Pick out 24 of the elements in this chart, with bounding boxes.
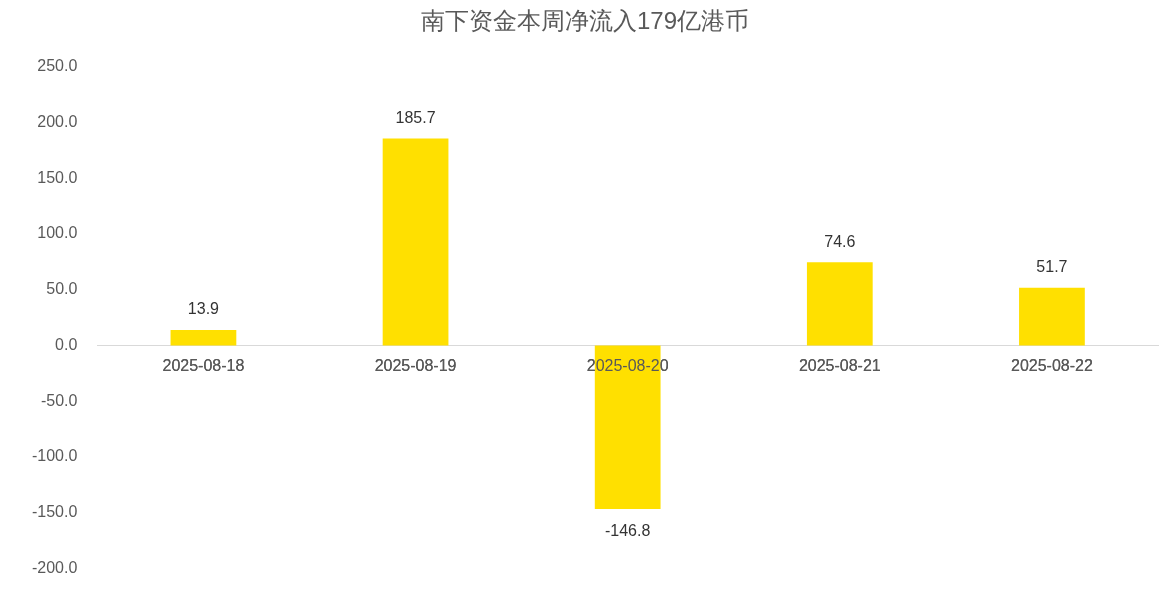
data-label: 185.7 — [395, 108, 436, 126]
data-label: 13.9 — [187, 300, 220, 318]
bar — [170, 329, 237, 346]
y-tick-label: 0.0 — [55, 335, 78, 353]
data-label: 74.6 — [824, 232, 856, 250]
bar — [382, 138, 449, 346]
y-tick-label: 150.0 — [37, 168, 78, 186]
data-label: -146.8 — [605, 521, 651, 539]
y-tick-label: 50.0 — [46, 280, 78, 298]
x-tick-label: 2025-08-21 — [798, 357, 881, 375]
y-tick-label: -150.0 — [31, 503, 78, 521]
x-tick-label: 2025-08-19 — [374, 357, 457, 375]
chart-title: 南下资金本周净流入179亿港币 — [420, 7, 750, 35]
y-tick-label: -100.0 — [31, 447, 78, 465]
data-label: 51.7 — [1036, 258, 1068, 276]
y-tick-label: 200.0 — [37, 112, 78, 130]
bar — [1019, 287, 1085, 346]
y-tick-label: -200.0 — [31, 558, 78, 576]
x-tick-label: 2025-08-18 — [162, 357, 245, 375]
y-tick-label: 250.0 — [37, 57, 78, 75]
x-tick-label: 2025-08-22 — [1011, 357, 1093, 375]
bar — [806, 262, 873, 346]
y-tick-label: -50.0 — [40, 391, 78, 409]
y-tick-label: 100.0 — [37, 224, 78, 242]
